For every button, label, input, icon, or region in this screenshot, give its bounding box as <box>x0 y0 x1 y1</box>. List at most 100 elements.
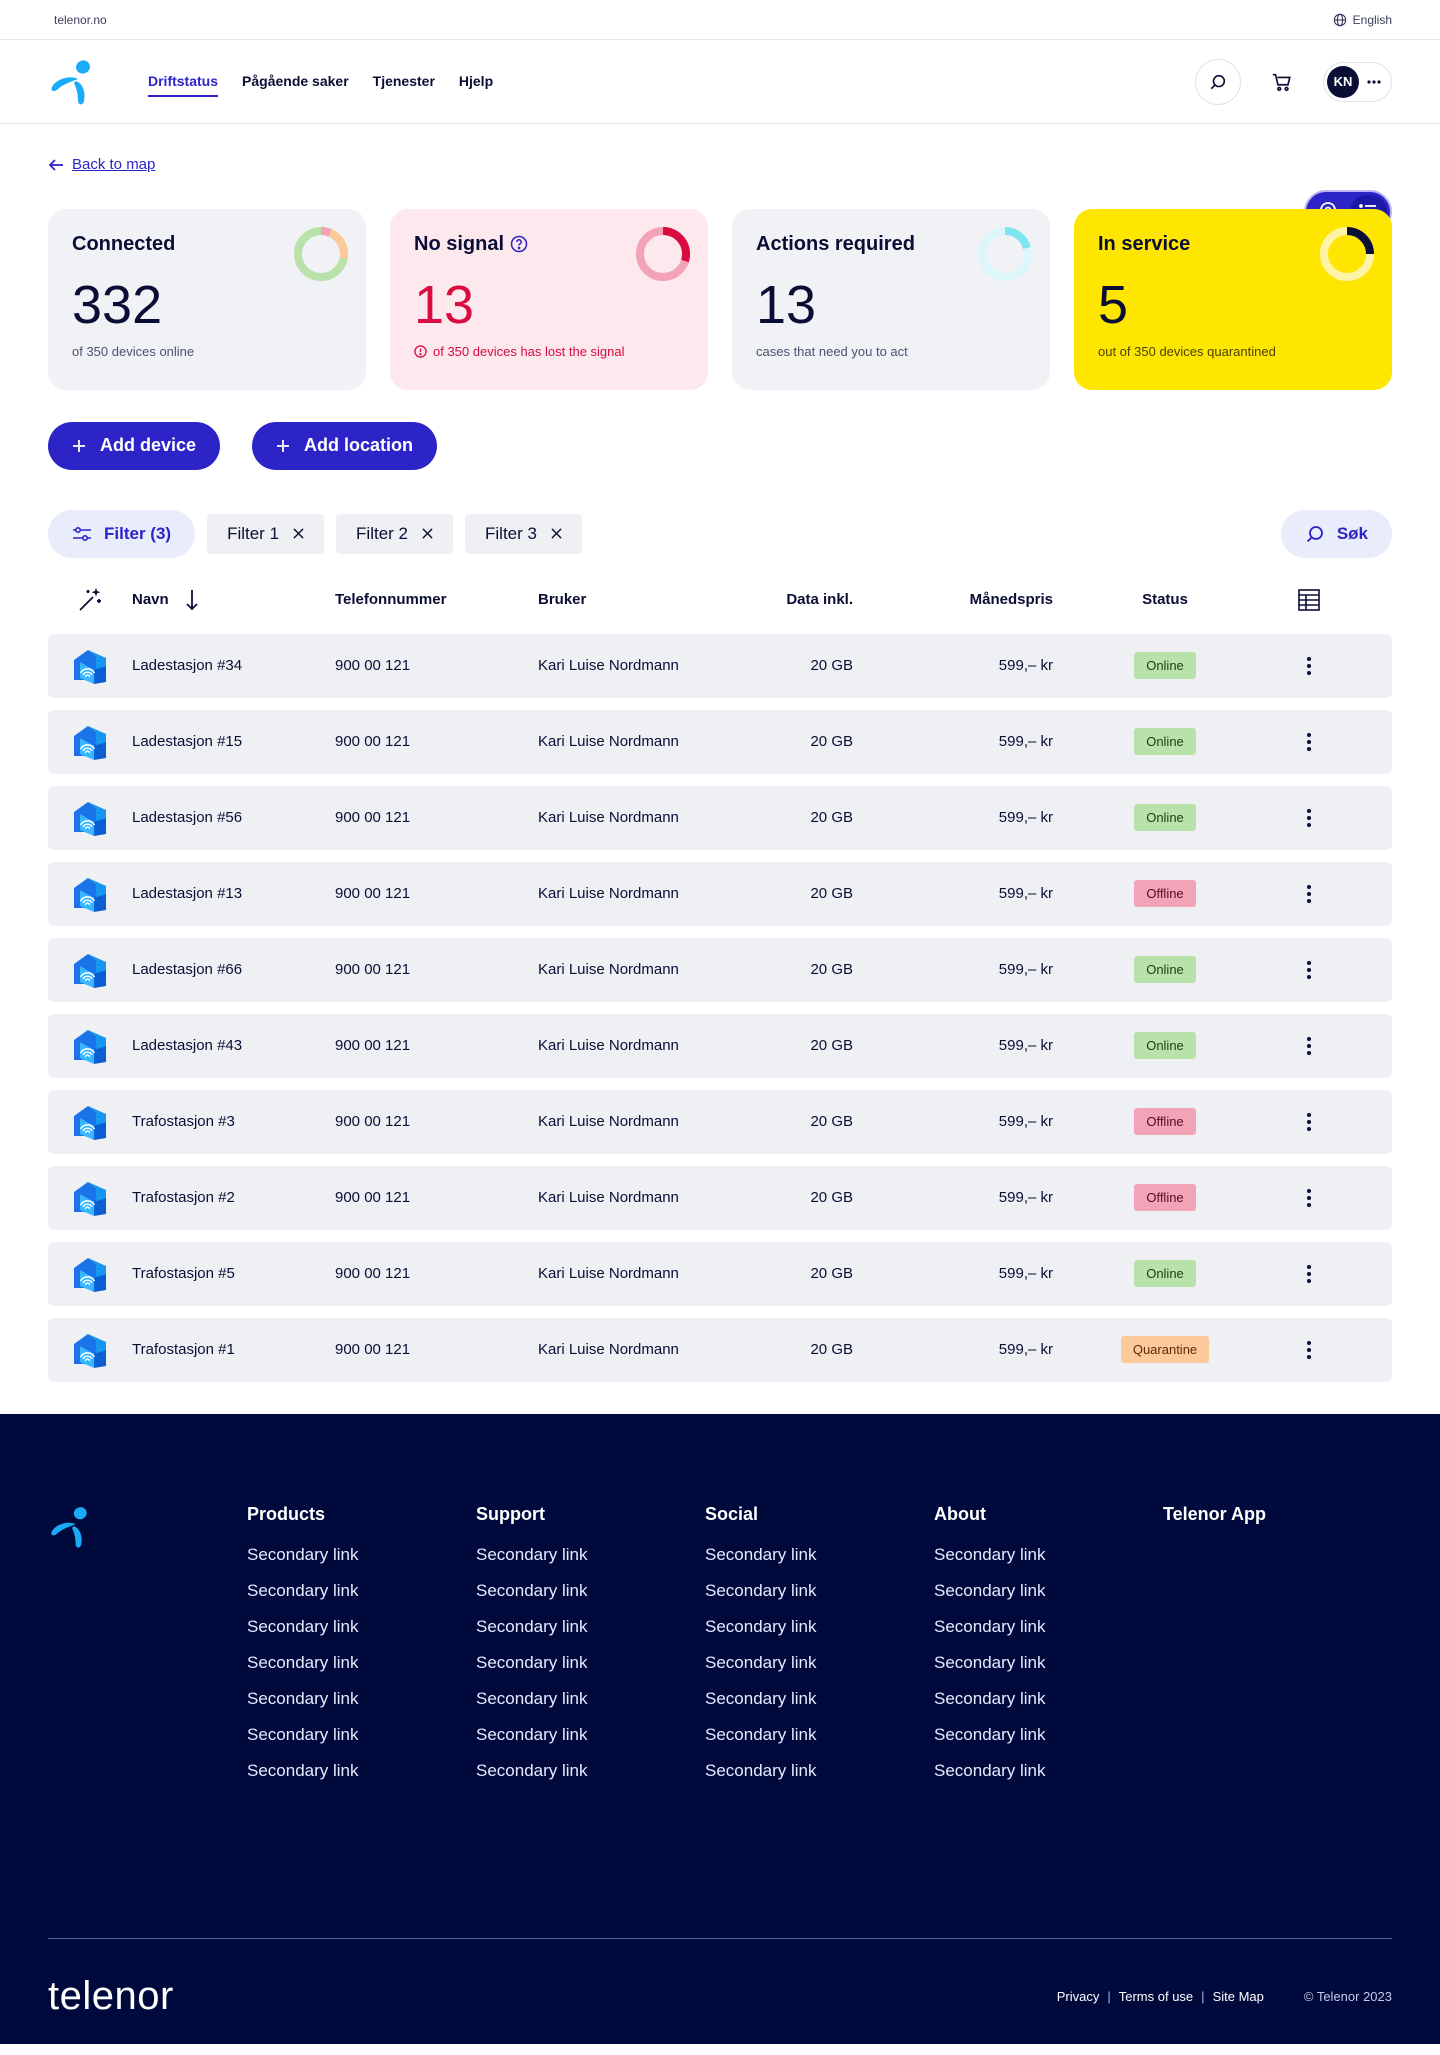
footer-link[interactable]: Secondary link <box>476 1580 588 1600</box>
footer-link[interactable]: Secondary link <box>247 1652 359 1672</box>
header-data[interactable]: Data inkl. <box>786 591 853 608</box>
cart-button[interactable] <box>1259 59 1305 105</box>
card-in-service[interactable]: In service 5 out of 350 devices quaranti… <box>1074 208 1392 390</box>
header-price[interactable]: Månedspris <box>969 591 1053 608</box>
footer-link[interactable]: Secondary link <box>705 1760 817 1780</box>
card-connected[interactable]: Connected 332 of 350 devices online <box>48 208 366 390</box>
sitemap-link[interactable]: Site Map <box>1212 1988 1264 2004</box>
card-no-signal[interactable]: No signal 13 of 350 devices has lost the… <box>390 208 708 390</box>
table-search-button[interactable]: Søk <box>1280 509 1392 558</box>
filter-chip[interactable]: Filter 1 <box>207 513 325 554</box>
row-menu-button[interactable] <box>1277 1036 1340 1055</box>
row-menu-button[interactable] <box>1277 1264 1340 1283</box>
footer-link[interactable]: Secondary link <box>247 1688 359 1708</box>
header-status[interactable]: Status <box>1142 591 1188 608</box>
close-icon[interactable] <box>551 528 562 539</box>
footer-link[interactable]: Secondary link <box>934 1760 1046 1780</box>
table-row[interactable]: Trafostasjon #2 900 00 121 Kari Luise No… <box>48 1165 1392 1230</box>
nav-tjenester[interactable]: Tjenester <box>372 72 435 89</box>
footer-link[interactable]: Secondary link <box>476 1544 588 1564</box>
close-icon[interactable] <box>422 528 433 539</box>
footer-link[interactable]: Secondary link <box>934 1580 1046 1600</box>
device-house-icon <box>74 725 106 760</box>
cell-user: Kari Luise Nordmann <box>538 733 679 750</box>
search-button[interactable] <box>1195 58 1241 105</box>
table-row[interactable]: Ladestasjon #34 900 00 121 Kari Luise No… <box>48 633 1392 698</box>
filter-chip[interactable]: Filter 3 <box>465 513 582 554</box>
header-name-label: Navn <box>132 591 169 608</box>
table-row[interactable]: Ladestasjon #56 900 00 121 Kari Luise No… <box>48 785 1392 850</box>
cell-data: 20 GB <box>810 733 853 750</box>
footer-link-columns: Products Secondary link Secondary link Seco… <box>247 1504 1392 1797</box>
footer-link[interactable]: Secondary link <box>934 1616 1046 1636</box>
table-row[interactable]: Ladestasjon #66 900 00 121 Kari Luise No… <box>48 937 1392 1002</box>
account-menu[interactable]: KN <box>1323 61 1392 102</box>
table-row[interactable]: Ladestasjon #15 900 00 121 Kari Luise No… <box>48 709 1392 774</box>
footer-link[interactable]: Secondary link <box>705 1688 817 1708</box>
footer-link[interactable]: Secondary link <box>247 1616 359 1636</box>
row-menu-button[interactable] <box>1277 1112 1340 1131</box>
footer-link[interactable]: Secondary link <box>247 1544 359 1564</box>
nav-pagaende-saker[interactable]: Pågående saker <box>242 72 349 89</box>
card-actions-required[interactable]: Actions required 13 cases that need you … <box>732 208 1050 390</box>
more-vertical-icon <box>1306 1264 1311 1283</box>
footer-divider <box>48 1937 1392 1939</box>
table-row[interactable]: Trafostasjon #5 900 00 121 Kari Luise No… <box>48 1241 1392 1306</box>
row-menu-button[interactable] <box>1277 1340 1340 1359</box>
footer-logo[interactable] <box>48 1504 247 1797</box>
table-row[interactable]: Ladestasjon #13 900 00 121 Kari Luise No… <box>48 861 1392 926</box>
footer-link[interactable]: Secondary link <box>476 1652 588 1672</box>
filter-chip[interactable]: Filter 2 <box>336 513 453 554</box>
row-menu-button[interactable] <box>1277 1188 1340 1207</box>
nav-hjelp[interactable]: Hjelp <box>458 72 494 89</box>
footer-link[interactable]: Secondary link <box>476 1724 588 1744</box>
header-name[interactable]: Navn <box>132 589 335 611</box>
footer-link[interactable]: Secondary link <box>476 1616 588 1636</box>
footer-link[interactable]: Secondary link <box>247 1580 359 1600</box>
footer-link[interactable]: Secondary link <box>247 1724 359 1744</box>
privacy-link[interactable]: Privacy <box>1056 1988 1100 2004</box>
row-menu-button[interactable] <box>1277 808 1340 827</box>
cell-name: Ladestasjon #56 <box>132 809 243 826</box>
table-row[interactable]: Trafostasjon #1 900 00 121 Kari Luise No… <box>48 1317 1392 1382</box>
row-menu-button[interactable] <box>1277 960 1340 979</box>
footer-link[interactable]: Secondary link <box>247 1760 359 1780</box>
cell-data: 20 GB <box>810 809 853 826</box>
main-content: Back to map Connected 332 of 350 devices… <box>0 124 1440 1382</box>
nav-driftstatus[interactable]: Driftstatus <box>148 67 219 97</box>
add-device-button[interactable]: Add device <box>48 421 221 470</box>
utility-bar: telenor.no English <box>0 0 1440 40</box>
footer-link[interactable]: Secondary link <box>705 1616 817 1636</box>
footer-link[interactable]: Secondary link <box>476 1688 588 1708</box>
header-user[interactable]: Bruker <box>538 591 587 608</box>
footer-link[interactable]: Secondary link <box>934 1724 1046 1744</box>
header-phone[interactable]: Telefonnummer <box>335 591 447 608</box>
row-menu-button[interactable] <box>1277 884 1340 903</box>
table-settings-button[interactable] <box>1277 588 1340 611</box>
footer-columns: Products Secondary link Secondary link Seco… <box>48 1414 1392 1797</box>
telenor-logo-icon[interactable] <box>48 57 100 107</box>
telenor-wordmark[interactable]: telenor <box>48 1973 174 2018</box>
language-switch[interactable]: English <box>1333 13 1392 27</box>
footer-link[interactable]: Secondary link <box>705 1652 817 1672</box>
footer-link[interactable]: Secondary link <box>934 1652 1046 1672</box>
row-menu-button[interactable] <box>1277 732 1340 751</box>
footer-link[interactable]: Secondary link <box>934 1688 1046 1708</box>
back-to-map-link[interactable]: Back to map <box>48 156 155 173</box>
terms-link[interactable]: Terms of use <box>1118 1988 1194 2004</box>
language-label: English <box>1352 12 1392 27</box>
footer-link[interactable]: Secondary link <box>705 1724 817 1744</box>
help-icon[interactable] <box>510 235 528 253</box>
card-subtitle: cases that need you to act <box>756 343 908 359</box>
add-location-button[interactable]: Add location <box>252 421 438 470</box>
close-icon[interactable] <box>293 528 304 539</box>
footer-link[interactable]: Secondary link <box>476 1760 588 1780</box>
row-menu-button[interactable] <box>1277 656 1340 675</box>
filter-button[interactable]: Filter (3) <box>48 509 196 558</box>
table-row[interactable]: Ladestasjon #43 900 00 121 Kari Luise No… <box>48 1013 1392 1078</box>
footer-link[interactable]: Secondary link <box>705 1580 817 1600</box>
magic-wand-header[interactable] <box>48 587 132 613</box>
footer-link[interactable]: Secondary link <box>705 1544 817 1564</box>
footer-link[interactable]: Secondary link <box>934 1544 1046 1564</box>
table-row[interactable]: Trafostasjon #3 900 00 121 Kari Luise No… <box>48 1089 1392 1154</box>
